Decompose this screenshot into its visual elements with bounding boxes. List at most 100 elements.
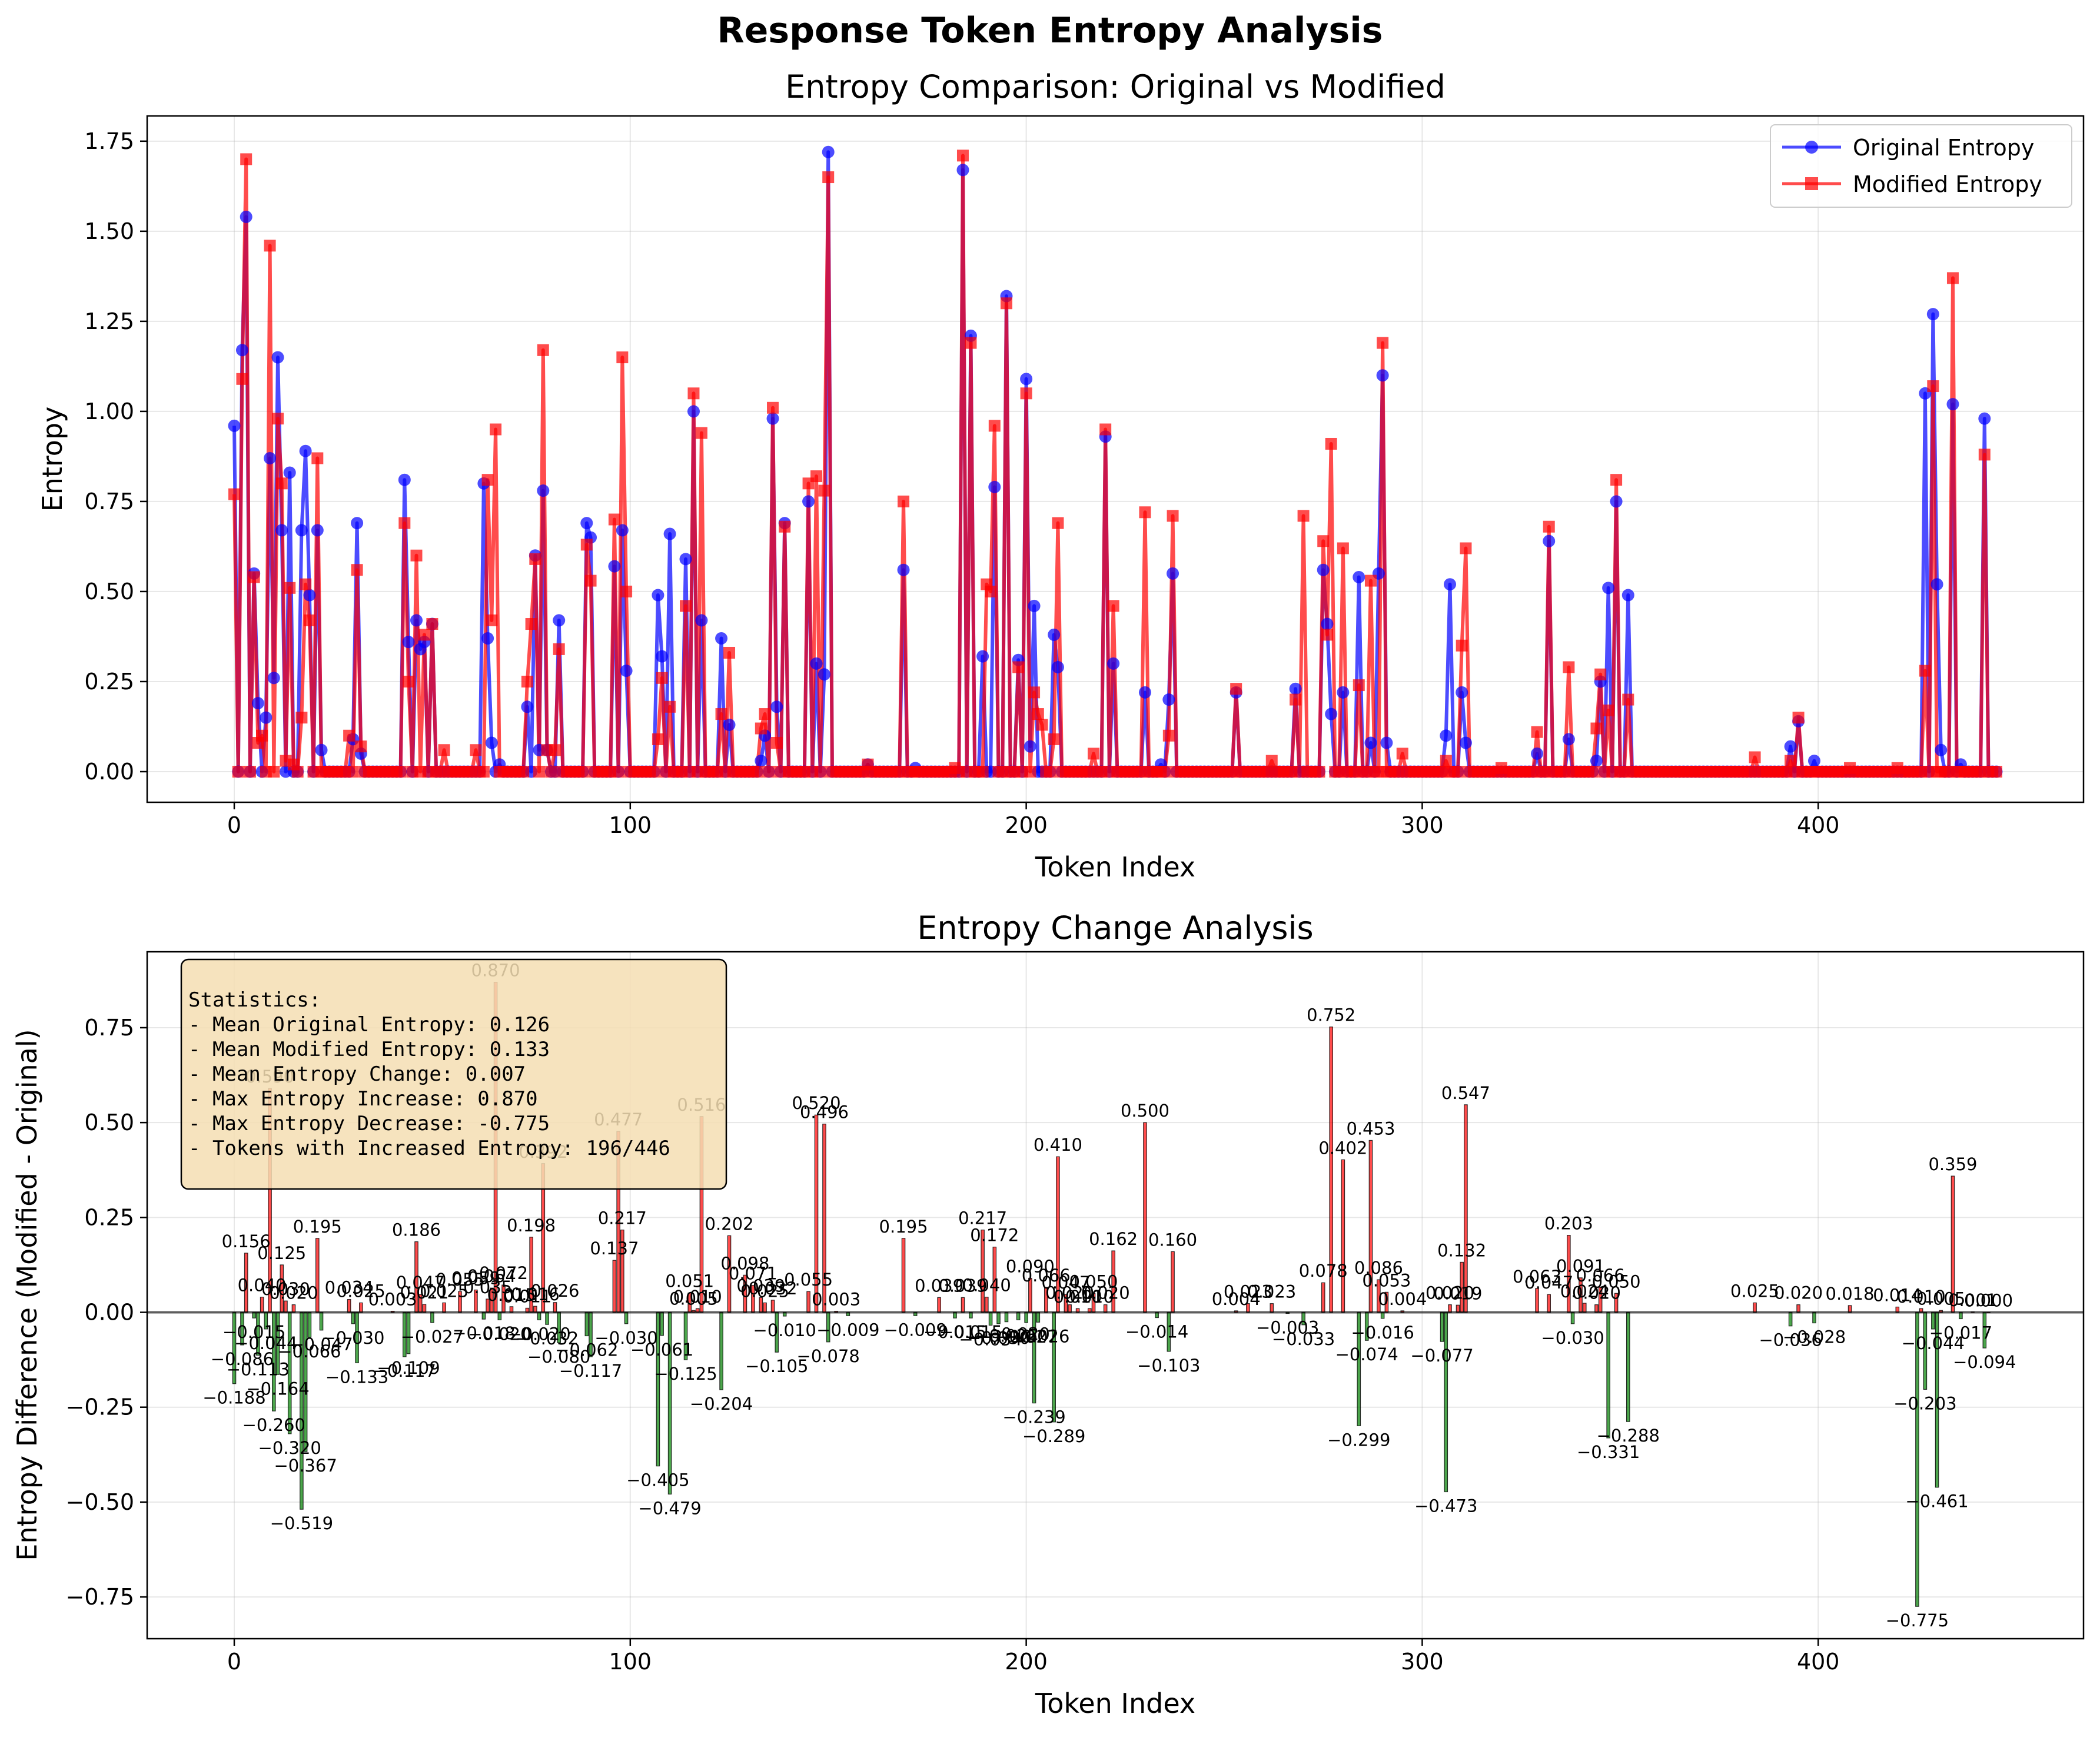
bottom-chart-bars — [232, 981, 1991, 1607]
legend-box — [1770, 124, 2072, 208]
modified-entropy-point — [1012, 661, 1025, 673]
modified-entropy-point — [256, 729, 268, 742]
entropy-change-bar — [1341, 1159, 1345, 1313]
original-entropy-point — [410, 614, 423, 627]
bottom-chart-data-labels: −0.188 −0.086 0.156 −0.015 −0.113 0.040 −0.044… — [202, 961, 2016, 1631]
bar-value-label: 0.025 — [337, 1281, 386, 1301]
entropy-change-bar — [806, 1291, 810, 1313]
original-entropy-point — [608, 560, 621, 573]
original-entropy-point — [1590, 755, 1603, 768]
legend-modified-label: Modified Entropy — [1853, 171, 2042, 197]
x-tick-label: 200 — [1005, 812, 1048, 838]
modified-entropy-point — [248, 571, 260, 583]
original-entropy-point — [1051, 660, 1064, 673]
original-entropy-point — [295, 524, 308, 537]
modified-entropy-point — [549, 744, 561, 756]
original-entropy-point — [1317, 563, 1330, 576]
original-entropy-point — [240, 210, 252, 223]
modified-entropy-point — [898, 495, 910, 507]
bar-value-label: −0.320 — [258, 1438, 321, 1458]
modified-entropy-point — [810, 470, 823, 483]
y-tick-label: −0.75 — [66, 1584, 134, 1610]
figure-suptitle: Response Token Entropy Analysis — [717, 10, 1383, 51]
original-entropy-point — [818, 668, 830, 681]
modified-entropy-point — [1927, 380, 1939, 393]
original-entropy-point — [1048, 628, 1061, 641]
modified-entropy-point — [1440, 755, 1452, 767]
bar-value-label: −0.103 — [1137, 1356, 1200, 1376]
bar-value-label: 0.195 — [879, 1217, 928, 1237]
bar-value-label: −0.299 — [1327, 1430, 1390, 1450]
top-chart-y-ticks: 0.00 0.25 0.50 0.75 1.00 1.25 1.50 1.75 — [84, 128, 147, 785]
original-entropy-point — [656, 650, 669, 663]
original-entropy-point — [897, 563, 910, 576]
y-tick-label: 1.75 — [84, 128, 134, 154]
bar-value-label: −0.010 — [753, 1320, 816, 1340]
bar-value-label: 0.410 — [1034, 1135, 1082, 1155]
x-tick-label: 300 — [1401, 812, 1444, 838]
y-tick-label: 0.50 — [84, 1110, 134, 1135]
modified-entropy-point — [1162, 729, 1175, 742]
original-entropy-point — [351, 517, 364, 530]
bar-value-label: −0.109 — [377, 1358, 440, 1378]
bar-value-label: 0.203 — [1544, 1214, 1593, 1234]
entropy-change-bar — [430, 1311, 434, 1323]
original-entropy-point — [553, 614, 566, 627]
top-chart-markers — [228, 145, 2003, 778]
modified-entropy-point — [680, 600, 692, 612]
modified-entropy-point — [418, 629, 430, 641]
bar-value-label: 0.051 — [665, 1271, 714, 1291]
original-entropy-point — [235, 344, 248, 357]
bar-value-label: −0.030 — [321, 1328, 384, 1348]
modified-entropy-point — [403, 675, 415, 688]
modified-entropy-point — [1297, 510, 1310, 522]
bar-value-label: −0.094 — [1953, 1352, 2016, 1372]
bar-value-label: 0.004 — [1378, 1289, 1427, 1309]
modified-entropy-point — [656, 672, 668, 684]
statistics-mean-modified: - Mean Modified Entropy: 0.133 — [188, 1038, 550, 1061]
original-entropy-point — [1364, 736, 1377, 749]
bar-value-label: 0.025 — [740, 1281, 789, 1301]
entropy-change-bar — [1812, 1311, 1816, 1324]
original-entropy-point — [1621, 589, 1634, 602]
bar-value-label: 0.020 — [1774, 1283, 1823, 1303]
entropy-change-bar — [763, 1302, 767, 1313]
bar-value-label: 0.055 — [436, 1270, 484, 1290]
bar-value-label: 0.020 — [1426, 1283, 1474, 1303]
original-entropy-point — [687, 405, 700, 418]
bar-value-label: 0.026 — [530, 1281, 579, 1301]
original-entropy-point — [260, 711, 273, 724]
modified-entropy-point — [264, 240, 276, 252]
entropy-change-bar — [1753, 1302, 1757, 1313]
modified-entropy-point — [608, 513, 620, 526]
original-entropy-point — [1289, 682, 1302, 695]
modified-entropy-point — [529, 553, 541, 565]
modified-entropy-point — [351, 564, 363, 576]
bar-value-label: −0.405 — [626, 1470, 689, 1490]
original-entropy-point — [1602, 582, 1615, 595]
original-entropy-point — [1028, 599, 1041, 612]
original-entropy-point — [620, 665, 633, 677]
modified-entropy-point — [1044, 765, 1056, 778]
entropy-change-bar — [1036, 1311, 1041, 1323]
legend-original-marker — [1805, 141, 1818, 154]
modified-entropy-point — [525, 618, 537, 630]
bar-value-label: −0.026 — [1006, 1326, 1069, 1346]
bar-value-label: −0.028 — [1783, 1327, 1846, 1347]
modified-entropy-point — [1456, 639, 1468, 652]
modified-entropy-point — [236, 373, 248, 385]
bar-value-label: −0.117 — [373, 1361, 436, 1381]
bar-value-label: 0.020 — [1045, 1283, 1094, 1303]
y-tick-label: 0.25 — [84, 669, 134, 695]
modified-entropy-point — [814, 765, 826, 778]
bar-value-label: 0.453 — [1346, 1118, 1395, 1138]
bar-value-label: −0.086 — [211, 1349, 274, 1369]
original-entropy-point — [1337, 686, 1350, 699]
original-entropy-point — [315, 743, 328, 756]
modified-entropy-point — [1531, 726, 1543, 738]
bar-value-label: −0.003 — [1256, 1317, 1319, 1337]
bar-value-label: 0.018 — [1826, 1284, 1875, 1304]
entropy-change-bar — [624, 1311, 629, 1324]
y-tick-label: 1.00 — [84, 398, 134, 424]
